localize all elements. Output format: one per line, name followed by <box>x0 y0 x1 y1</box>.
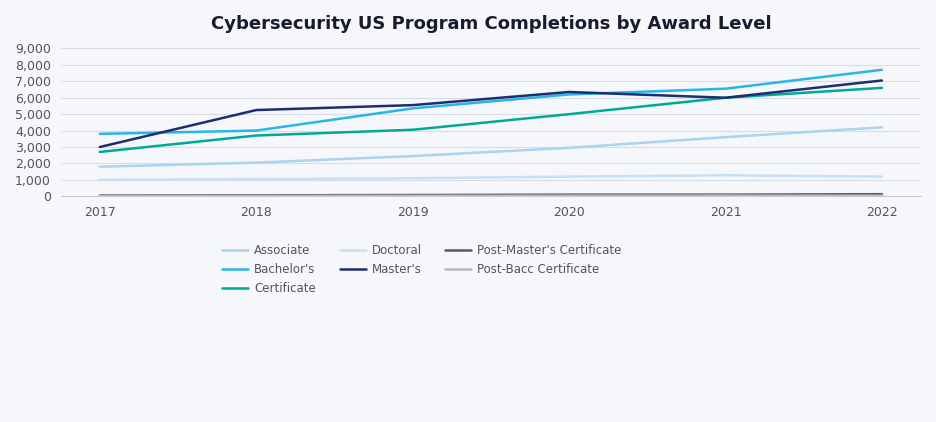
Certificate <box>251 133 262 138</box>
Legend: Associate, Bachelor's, Certificate, Doctoral, Master's, Post-Master's Certificat: Associate, Bachelor's, Certificate, Doct… <box>218 239 626 300</box>
Doctoral <box>720 173 731 178</box>
Post-Bacc Certificate <box>95 193 106 198</box>
Post-Bacc Certificate <box>407 193 418 198</box>
Certificate <box>95 149 106 154</box>
Bachelor's <box>251 128 262 133</box>
Master's <box>563 89 575 95</box>
Line: Certificate: Certificate <box>100 88 882 152</box>
Certificate <box>720 95 731 100</box>
Certificate <box>407 127 418 133</box>
Post-Bacc Certificate <box>720 193 731 198</box>
Post-Master's Certificate <box>720 192 731 197</box>
Line: Doctoral: Doctoral <box>100 175 882 180</box>
Post-Bacc Certificate <box>251 193 262 198</box>
Doctoral <box>407 176 418 181</box>
Bachelor's <box>95 131 106 136</box>
Line: Associate: Associate <box>100 127 882 167</box>
Post-Bacc Certificate <box>876 193 887 198</box>
Master's <box>251 108 262 113</box>
Line: Master's: Master's <box>100 81 882 147</box>
Doctoral <box>876 174 887 179</box>
Master's <box>720 95 731 100</box>
Title: Cybersecurity US Program Completions by Award Level: Cybersecurity US Program Completions by … <box>211 15 771 33</box>
Post-Master's Certificate <box>407 192 418 197</box>
Associate <box>720 135 731 140</box>
Bachelor's <box>407 106 418 111</box>
Post-Master's Certificate <box>876 192 887 197</box>
Line: Post-Master's Certificate: Post-Master's Certificate <box>100 194 882 195</box>
Doctoral <box>95 177 106 182</box>
Master's <box>95 144 106 149</box>
Line: Bachelor's: Bachelor's <box>100 70 882 134</box>
Post-Bacc Certificate <box>563 193 575 198</box>
Associate <box>563 145 575 150</box>
Bachelor's <box>876 67 887 72</box>
Master's <box>876 78 887 83</box>
Doctoral <box>251 176 262 181</box>
Bachelor's <box>720 86 731 91</box>
Associate <box>407 154 418 159</box>
Doctoral <box>563 174 575 179</box>
Certificate <box>876 85 887 90</box>
Master's <box>407 103 418 108</box>
Post-Master's Certificate <box>251 193 262 198</box>
Associate <box>876 125 887 130</box>
Post-Master's Certificate <box>95 193 106 198</box>
Post-Master's Certificate <box>563 192 575 197</box>
Associate <box>251 160 262 165</box>
Certificate <box>563 112 575 117</box>
Associate <box>95 164 106 169</box>
Bachelor's <box>563 92 575 97</box>
